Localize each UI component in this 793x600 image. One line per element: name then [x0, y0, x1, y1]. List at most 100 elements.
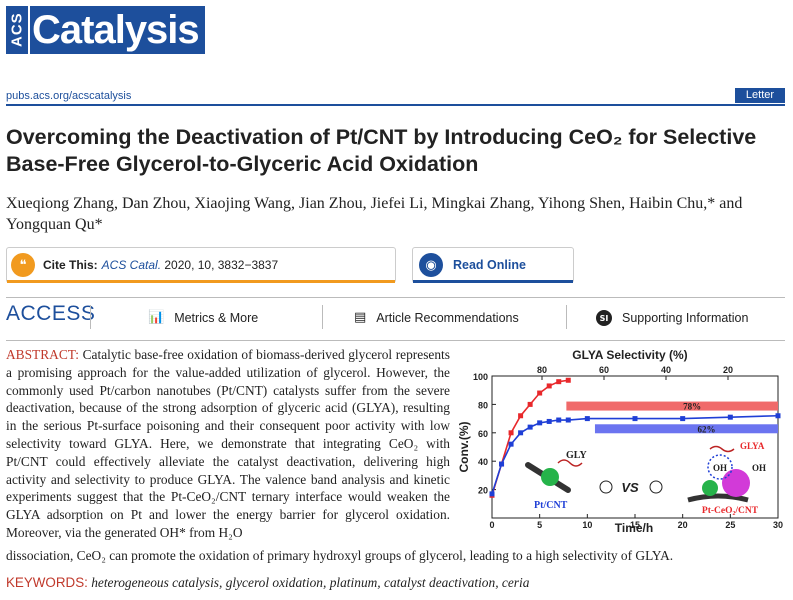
- y-tick-label: 20: [478, 486, 488, 496]
- gly-label: GLY: [566, 450, 588, 461]
- access-separator: [566, 305, 567, 329]
- top-axis-label: GLYA Selectivity (%): [572, 348, 687, 362]
- access-rule-top: [6, 297, 785, 298]
- y-axis-label: Conv.(%): [458, 421, 471, 472]
- data-point: [556, 417, 562, 423]
- data-point: [546, 383, 552, 389]
- glya-label: GLYA: [740, 441, 765, 451]
- read-accent-bar: [413, 280, 573, 283]
- read-online-button[interactable]: ◉ Read Online: [412, 247, 574, 283]
- cite-accent-bar: [7, 280, 395, 283]
- data-point: [565, 417, 571, 423]
- data-point: [584, 416, 590, 422]
- x-tick-label: 20: [678, 520, 688, 530]
- x-tick-label: 15: [630, 520, 640, 530]
- comparison-marks: VS: [599, 480, 663, 495]
- metrics-icon: 📊: [148, 310, 165, 325]
- data-point: [565, 377, 571, 383]
- data-point: [727, 414, 733, 420]
- data-point: [537, 390, 543, 396]
- conversion-series: [489, 377, 781, 498]
- quote-icon: ❝: [11, 253, 35, 277]
- metrics-label: Metrics & More: [174, 310, 259, 325]
- article-title: Overcoming the Deactivation of Pt/CNT by…: [6, 125, 757, 176]
- top-axis-ticks: 80 60 40 20: [537, 365, 733, 380]
- data-point: [537, 420, 543, 426]
- pt-ceo2-cnt-illustration: OH OH GLYA Pt-CeO₂/CNT: [687, 441, 766, 516]
- x-tick-label: 30: [773, 520, 783, 530]
- data-point: [499, 461, 505, 467]
- sad-face-icon: [599, 480, 613, 494]
- data-point: [527, 424, 533, 430]
- pt-ceo2-cnt-label: Pt-CeO₂/CNT: [702, 506, 759, 516]
- top-tick-label: 60: [599, 365, 609, 375]
- cite-label: Cite This:: [43, 258, 98, 272]
- abstract-text: Catalytic base-free oxidation of biomass…: [6, 347, 450, 540]
- access-rule-bottom: [6, 340, 785, 341]
- globe-icon: ◉: [419, 253, 443, 277]
- abstract-label: ABSTRACT:: [6, 347, 79, 362]
- y-tick-label: 80: [478, 400, 488, 410]
- x-axis-label: Time/h: [615, 521, 653, 535]
- pt-cnt-illustration: GLY Pt/CNT: [525, 450, 588, 511]
- data-point: [680, 416, 686, 422]
- selectivity-bar-label: 62%: [697, 424, 715, 434]
- selectivity-bar: [594, 424, 778, 434]
- data-point: [527, 401, 533, 407]
- cite-journal[interactable]: ACS Catal.: [101, 258, 162, 272]
- x-tick-label: 5: [537, 520, 542, 530]
- vs-label: VS: [621, 480, 639, 495]
- data-point: [518, 413, 524, 419]
- metrics-link[interactable]: 📊 Metrics & More: [148, 310, 258, 325]
- header-rule: [6, 104, 785, 106]
- selectivity-bars: 78% 62%: [566, 401, 778, 434]
- keywords-label: KEYWORDS:: [6, 575, 88, 590]
- si-icon: SI: [596, 310, 612, 326]
- data-point: [508, 441, 514, 447]
- data-point: [775, 413, 781, 419]
- data-point: [546, 418, 552, 424]
- supporting-info-link[interactable]: SI Supporting Information: [596, 310, 748, 326]
- toc-graphic[interactable]: GLYA Selectivity (%) 80 60 40 20 20 40 60 80 10…: [458, 345, 788, 535]
- access-label: ACCESS: [6, 302, 96, 325]
- article-type-badge: Letter: [735, 88, 785, 103]
- abstract: ABSTRACT: Catalytic base-free oxidation …: [6, 346, 450, 542]
- y-tick-label: 100: [473, 372, 488, 382]
- y-tick-label: 40: [478, 457, 488, 467]
- article-recommendations-label: Article Recommendations: [376, 310, 519, 325]
- x-tick-label: 10: [582, 520, 592, 530]
- keywords: KEYWORDS: heterogeneous catalysis, glyce…: [6, 575, 529, 591]
- keywords-list: heterogeneous catalysis, glycerol oxidat…: [91, 575, 530, 590]
- x-tick-label: 25: [725, 520, 735, 530]
- access-separator: [90, 305, 91, 329]
- data-point: [518, 430, 524, 436]
- data-point: [556, 379, 562, 385]
- selectivity-bar-label: 78%: [683, 402, 701, 412]
- selectivity-bar: [566, 401, 778, 411]
- data-point: [489, 491, 495, 497]
- cite-ref: 2020, 10, 3832−3837: [164, 258, 279, 272]
- x-axis-ticks: 0 5 10 15 20 25 30: [489, 514, 783, 530]
- acs-logo-mark: ACS: [6, 6, 28, 54]
- x-tick-label: 0: [489, 520, 494, 530]
- data-point: [632, 416, 638, 422]
- journal-url[interactable]: pubs.acs.org/acscatalysis: [6, 90, 132, 102]
- data-point: [508, 430, 514, 436]
- cite-reference: ACS Catal. 2020, 10, 3832−3837: [102, 258, 278, 272]
- top-tick-label: 80: [537, 365, 547, 375]
- author-list: Xueqiong Zhang, Dan Zhou, Xiaojing Wang,…: [6, 195, 743, 233]
- y-axis-ticks: 20 40 60 80 100: [473, 372, 496, 496]
- access-separator: [322, 305, 323, 329]
- read-online-label: Read Online: [453, 258, 526, 272]
- smile-face-icon: [649, 480, 663, 494]
- oh-label-2: OH: [752, 463, 766, 473]
- article-recommendations-link[interactable]: ▤ Article Recommendations: [354, 310, 519, 325]
- y-tick-label: 60: [478, 429, 488, 439]
- cite-this-box[interactable]: ❝ Cite This: ACS Catal. 2020, 10, 3832−3…: [6, 247, 396, 283]
- supporting-info-label: Supporting Information: [622, 311, 749, 325]
- abstract-continuation: dissociation, CeO₂ can promote the oxida…: [6, 548, 674, 563]
- article-icon: ▤: [354, 310, 367, 325]
- oh-label-1: OH: [713, 463, 727, 473]
- journal-logo[interactable]: ACS Catalysis: [6, 6, 205, 54]
- pt-cnt-label: Pt/CNT: [534, 500, 568, 511]
